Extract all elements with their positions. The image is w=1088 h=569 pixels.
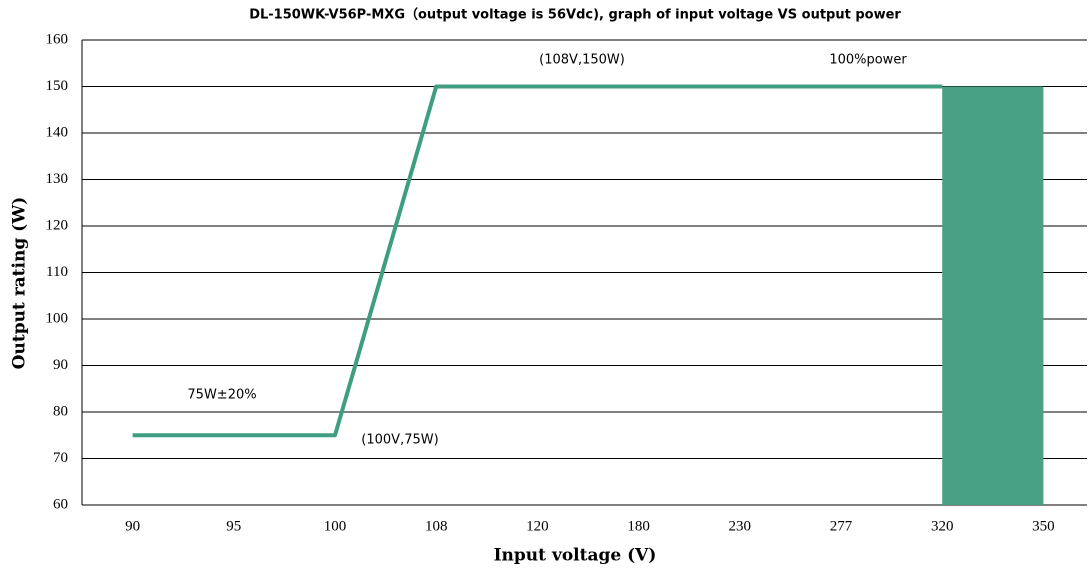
- chart-title: DL-150WK-V56P-MXG（output voltage is 56Vd…: [249, 7, 901, 23]
- line: [132, 84, 943, 438]
- x-tick-label: 100: [324, 518, 347, 534]
- y-axis-label: Output rating (W): [10, 197, 30, 370]
- x-tick-label: 320: [931, 518, 954, 534]
- area: [942, 86, 1044, 505]
- x-axis-label: Input voltage (V): [494, 546, 657, 566]
- y-tick-label: 130: [46, 171, 69, 187]
- x-tick-label: 277: [830, 518, 853, 534]
- x-tick-label: 108: [425, 518, 448, 534]
- y-tick-label: 110: [46, 264, 68, 280]
- y-tick-label: 140: [46, 124, 69, 140]
- y-tick-label: 120: [46, 217, 69, 233]
- x-tick-label: 350: [1032, 518, 1055, 534]
- annotation: (108V,150W): [539, 53, 625, 68]
- annotation: (100V,75W): [361, 433, 438, 448]
- y-tick-label: 90: [53, 357, 68, 373]
- y-tick-label: 60: [53, 496, 68, 512]
- x-tick-label: 230: [729, 518, 752, 534]
- annotation: 100%power: [829, 53, 907, 68]
- x-tick-label: 95: [226, 518, 241, 534]
- annotation: 75W±20%: [187, 388, 256, 403]
- x-tick-label: 120: [526, 518, 549, 534]
- y-tick-label: 70: [53, 450, 68, 466]
- y-tick-label: 100: [46, 310, 69, 326]
- y-tick-label: 150: [46, 78, 69, 94]
- y-tick-label: 80: [53, 403, 68, 419]
- y-tick-label: 160: [46, 31, 69, 47]
- x-tick-label: 90: [125, 518, 140, 534]
- x-tick-label: 180: [627, 518, 650, 534]
